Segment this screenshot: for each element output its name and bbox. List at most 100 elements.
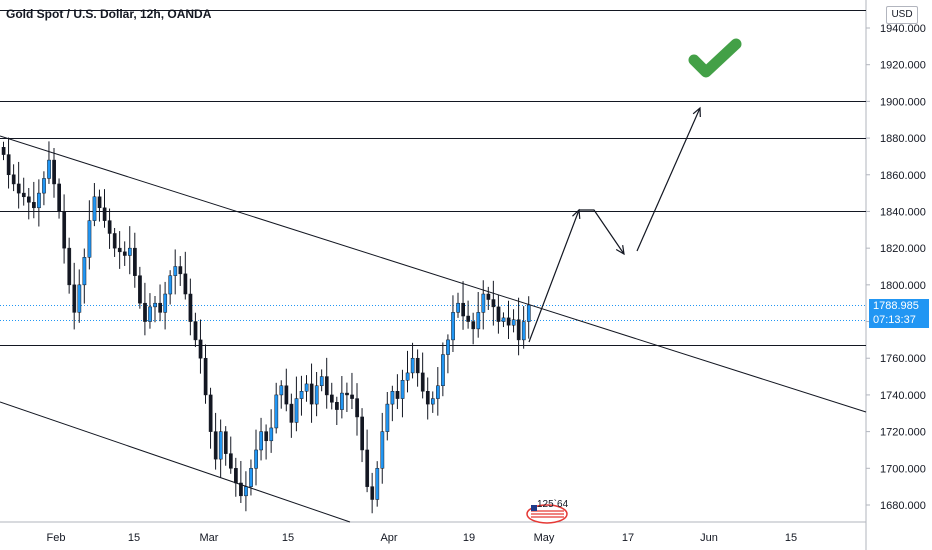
candle-body — [420, 372, 425, 392]
y-tick-label: 1720.000 — [880, 427, 926, 439]
candle-body — [77, 284, 82, 313]
candle-body — [97, 196, 102, 209]
candle-body — [491, 299, 496, 308]
y-tick-label: 1820.000 — [880, 243, 926, 255]
candle-body — [446, 339, 450, 355]
x-tick-label: Mar — [200, 532, 219, 544]
candle-body — [52, 159, 56, 185]
arrow-head-down — [615, 245, 625, 256]
candle-body — [264, 431, 269, 442]
candle-body — [178, 266, 183, 275]
y-tick-label: 1920.000 — [880, 60, 926, 72]
last-price-tag: 1788.985 — [869, 299, 929, 314]
candle-body — [229, 453, 233, 469]
candle-body — [294, 398, 299, 423]
candle-body — [521, 321, 526, 341]
x-tick-label: 17 — [622, 532, 634, 544]
candle-body — [213, 431, 218, 460]
candle-body — [183, 273, 188, 295]
event-badge-text: 125`64 — [537, 498, 569, 510]
candle-body — [107, 220, 112, 234]
y-tick-label: 1840.000 — [880, 206, 926, 218]
candle-body — [289, 403, 294, 423]
candle-body — [1, 147, 6, 155]
candle-body — [466, 315, 471, 322]
candle-body — [254, 449, 258, 469]
candle-body — [203, 357, 208, 396]
upper-channel-line — [0, 135, 867, 413]
candle-body — [304, 383, 309, 392]
candle-body — [168, 275, 173, 295]
candle-body — [360, 416, 364, 451]
candle-body — [279, 385, 284, 396]
y-tick-label: 1900.000 — [880, 96, 926, 108]
x-tick-label: 15 — [128, 532, 140, 544]
candle-body — [425, 391, 430, 405]
candle-body — [16, 183, 21, 194]
candle-body — [67, 247, 72, 286]
candle-body — [451, 312, 455, 341]
check-icon — [688, 38, 742, 78]
candle-body — [102, 207, 107, 221]
candle-body — [461, 302, 465, 317]
candle-body — [380, 431, 385, 469]
candle-body — [330, 394, 334, 403]
candle-body — [284, 385, 289, 405]
candle-body — [244, 486, 248, 497]
candle-body — [128, 247, 132, 256]
candle-body — [57, 183, 61, 212]
candle-body — [400, 379, 405, 399]
candle-body — [511, 319, 516, 326]
candle-body — [365, 449, 370, 487]
y-tick-label: 1700.000 — [880, 463, 926, 475]
y-tick-label: 1940.000 — [880, 23, 926, 35]
candle-body — [92, 196, 97, 221]
candle-body — [410, 357, 415, 374]
y-tick-label: 1800.000 — [880, 280, 926, 292]
candle-body — [6, 154, 11, 176]
candle-body — [355, 398, 359, 418]
candle-body — [335, 402, 339, 410]
candle-body — [390, 391, 395, 405]
y-tick-label: 1880.000 — [880, 133, 926, 145]
candle-body — [456, 302, 460, 313]
candle-body — [415, 357, 420, 374]
x-tick-label: May — [534, 532, 555, 544]
candle-body — [218, 431, 223, 460]
candle-body — [345, 392, 349, 396]
candle-body — [476, 312, 481, 330]
x-tick-label: 15 — [282, 532, 294, 544]
candle-body — [32, 202, 36, 209]
candle-body — [42, 178, 46, 194]
currency-label[interactable]: USD — [886, 6, 918, 24]
x-tick-label: Feb — [47, 532, 66, 544]
candle-body — [431, 398, 435, 405]
candle-body — [436, 385, 440, 399]
candle-body — [501, 317, 506, 322]
candle-body — [148, 306, 152, 322]
lower-channel-line — [0, 401, 351, 523]
countdown-tag: 07:13:37 — [869, 313, 929, 328]
candle-body — [486, 293, 491, 300]
candle-body — [82, 257, 87, 286]
candle-body — [385, 403, 390, 432]
candle-body — [516, 319, 521, 341]
candle-body — [249, 468, 253, 487]
candle-body — [299, 391, 304, 399]
candle-body — [395, 391, 400, 399]
candle-body — [112, 233, 117, 249]
y-tick-label: 1760.000 — [880, 353, 926, 365]
candle-body — [72, 284, 77, 313]
candle-body — [47, 159, 51, 179]
y-tick-label: 1860.000 — [880, 170, 926, 182]
chart-title: Gold Spot / U.S. Dollar, 12h, OANDA — [6, 7, 212, 21]
candle-body — [496, 306, 501, 322]
candle-body — [143, 302, 147, 322]
candle-body — [340, 392, 344, 410]
candle-body — [314, 385, 319, 405]
arrow-head-up — [572, 208, 581, 220]
candle-body — [122, 251, 127, 256]
candle-body — [21, 192, 26, 198]
